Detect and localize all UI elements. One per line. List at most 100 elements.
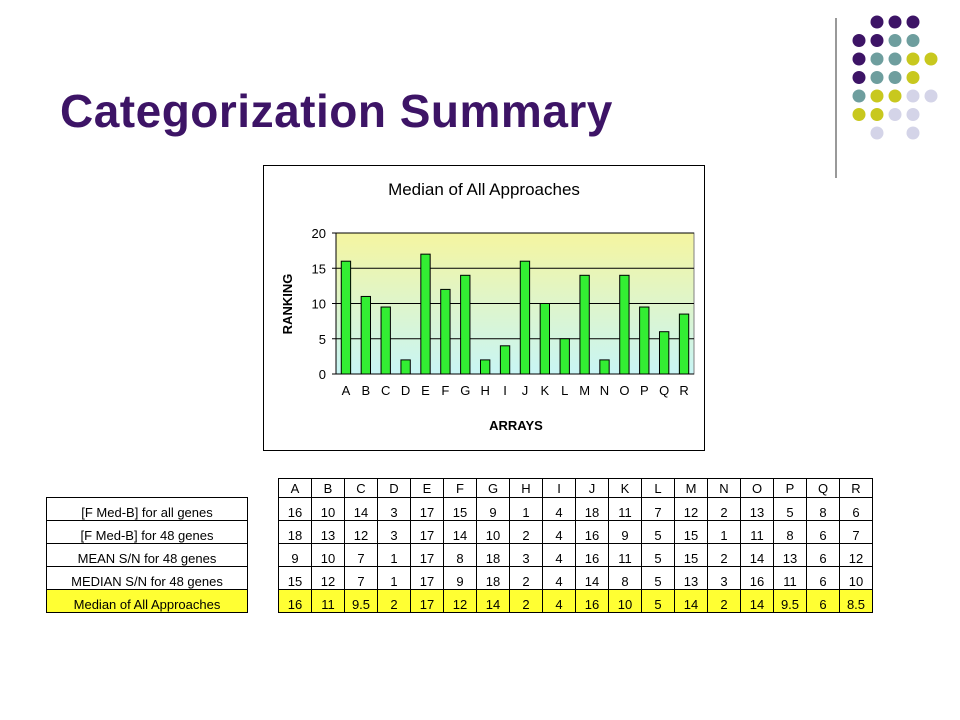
y-tick-label: 5 [319, 332, 326, 347]
table-cell: 6 [806, 543, 840, 567]
table-cell: 16 [575, 543, 609, 567]
decorative-dot [906, 108, 920, 121]
table-cell: 11 [608, 497, 642, 521]
x-tick-label: L [561, 383, 568, 398]
table-cell: 9.5 [773, 589, 807, 613]
decorative-dot [870, 52, 884, 66]
table-cell: 12 [443, 589, 477, 613]
bar-P [639, 306, 650, 375]
table-cell: 18 [476, 566, 510, 590]
table-cell: 5 [773, 497, 807, 521]
table-cell: 15 [278, 566, 312, 590]
table-cell: 17 [410, 566, 444, 590]
table-cell: 10 [839, 566, 873, 590]
table-cell: 6 [806, 566, 840, 590]
table-cell: 17 [410, 543, 444, 567]
decorative-dot [870, 126, 884, 140]
decorative-dot [906, 126, 920, 140]
table-row: [F Med-B] for all genes 16 10 14 3 17 15 9 1 4 18 1… [46, 497, 873, 521]
column-header: B [311, 478, 345, 498]
table-cell: 10 [311, 543, 345, 567]
table-cell: 2 [509, 566, 543, 590]
x-tick-label: C [381, 383, 390, 398]
decorative-dot [906, 15, 920, 29]
decorative-dot [852, 89, 866, 103]
table-cell: 14 [443, 520, 477, 544]
decorative-dot [924, 52, 938, 66]
table-cell: 17 [410, 497, 444, 521]
table-cell: 2 [509, 520, 543, 544]
table-cell: 10 [608, 589, 642, 613]
table-cell: 17 [410, 589, 444, 613]
table-cell: 5 [641, 566, 675, 590]
table-cell: 2 [707, 589, 741, 613]
table-cell: 16 [575, 589, 609, 613]
decorative-dot [870, 71, 884, 84]
table-spacer [247, 589, 279, 613]
table-row: Median of All Approaches 16 11 9.5 2 17 12 14 2 4… [46, 589, 873, 613]
decorative-dot [888, 34, 902, 47]
table-cell: 16 [278, 589, 312, 613]
table-cell: 14 [740, 589, 774, 613]
table-spacer [247, 520, 279, 544]
y-tick-label: 20 [312, 226, 326, 241]
table-cell: 9.5 [344, 589, 378, 613]
x-tick-label: B [361, 383, 370, 398]
decorative-dot [852, 71, 866, 84]
y-tick-label: 10 [312, 297, 326, 312]
table-cell: 2 [509, 589, 543, 613]
table-cell: 12 [311, 566, 345, 590]
column-header: R [839, 478, 873, 498]
decorative-dot [906, 34, 920, 47]
table-cell: 5 [641, 520, 675, 544]
y-axis-title: RANKING [280, 274, 295, 335]
table-cell: 16 [575, 520, 609, 544]
table-cell: 11 [773, 566, 807, 590]
table-cell: 13 [740, 497, 774, 521]
x-tick-label: G [460, 383, 470, 398]
column-header: H [509, 478, 543, 498]
column-header: G [476, 478, 510, 498]
column-header: J [575, 478, 609, 498]
bar-chart: Median of All Approaches 0 5 10 15 20 A B C D E F G H… [280, 180, 695, 433]
table-cell: 3 [377, 520, 411, 544]
table-cell: 15 [674, 520, 708, 544]
table-cell: 4 [542, 520, 576, 544]
bar-D [400, 359, 411, 375]
table-cell: 8 [773, 520, 807, 544]
column-header: F [443, 478, 477, 498]
bar-L [559, 338, 570, 375]
table-spacer [248, 479, 279, 498]
table-cell: 5 [641, 543, 675, 567]
x-tick-label: K [540, 383, 549, 398]
table-cell: 13 [674, 566, 708, 590]
x-tick-label: P [640, 383, 649, 398]
table-corner [47, 479, 248, 498]
x-tick-label: I [503, 383, 507, 398]
slide-title: Categorization Summary [60, 85, 613, 137]
x-tick-label: A [342, 383, 351, 398]
bar-R [678, 313, 690, 375]
table-cell: 4 [542, 497, 576, 521]
y-tick-label: 15 [312, 261, 326, 276]
table-cell: 15 [674, 543, 708, 567]
column-header: L [641, 478, 675, 498]
decorative-dot [924, 89, 938, 103]
table-cell: 2 [377, 589, 411, 613]
table-cell: 14 [575, 566, 609, 590]
table-cell: 13 [773, 543, 807, 567]
decorative-dot [852, 52, 866, 66]
row-label: Median of All Approaches [46, 589, 248, 613]
decorative-dot [906, 71, 920, 84]
chart-container: Median of All Approaches 0 5 10 15 20 A B C D E F G H… [263, 165, 705, 451]
bar-K [539, 303, 551, 375]
table-row: [F Med-B] for 48 genes 18 13 12 3 17 14 10 2 4 16 9… [46, 520, 873, 544]
ranking-table: A B C D E F G H I J K L M N O P Q R [F Med-B] for all gene… [46, 478, 873, 613]
x-tick-label: R [679, 383, 688, 398]
x-tick-label: M [579, 383, 590, 398]
bar-I [499, 345, 511, 375]
table-cell: 12 [344, 520, 378, 544]
table-cell: 18 [476, 543, 510, 567]
decorative-dot [870, 89, 884, 103]
table-cell: 13 [311, 520, 345, 544]
